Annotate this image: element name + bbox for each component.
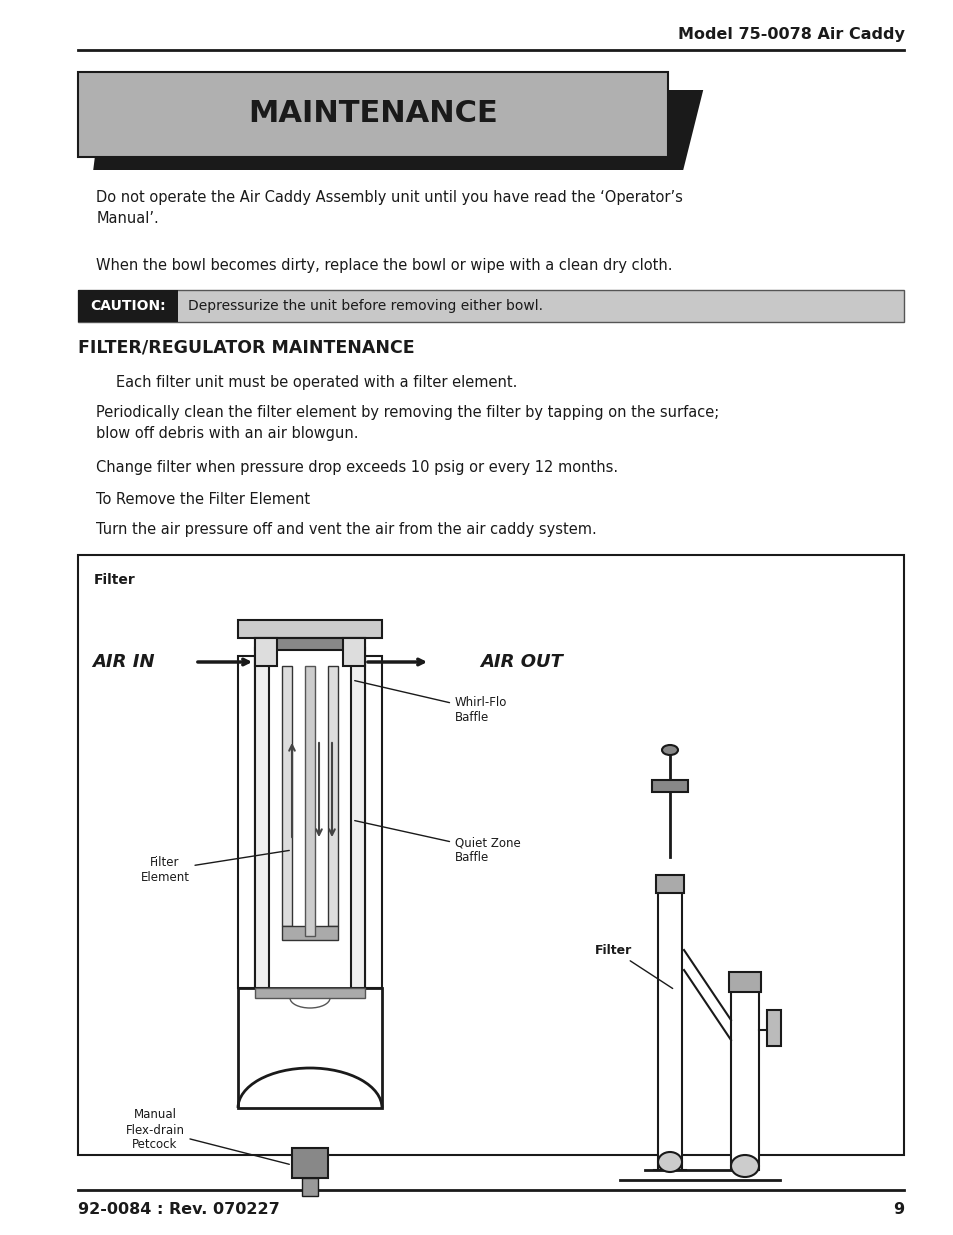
Text: CAUTION:: CAUTION:	[91, 299, 166, 312]
Bar	[78, 72, 667, 157]
Text: Do not operate the Air Caddy Assembly unit until you have read the ‘Operator’s
M: Do not operate the Air Caddy Assembly un…	[96, 190, 682, 226]
Bar	[658, 890, 681, 1170]
Bar	[282, 666, 292, 926]
Bar	[237, 656, 254, 988]
Bar	[766, 1010, 781, 1046]
Bar	[651, 781, 687, 792]
Bar	[254, 988, 365, 998]
Text: To Remove the Filter Element: To Remove the Filter Element	[96, 492, 310, 508]
Polygon shape	[93, 90, 702, 170]
Bar	[328, 666, 337, 926]
Text: Filter
Element: Filter Element	[140, 851, 289, 884]
Text: AIR OUT: AIR OUT	[479, 653, 562, 671]
Bar	[237, 620, 381, 638]
Text: Manual
Flex-drain
Petcock: Manual Flex-drain Petcock	[126, 1109, 289, 1165]
Bar	[282, 926, 337, 940]
Bar	[656, 876, 683, 893]
Text: Turn the air pressure off and vent the air from the air caddy system.: Turn the air pressure off and vent the a…	[96, 522, 597, 537]
Text: 9: 9	[892, 1202, 903, 1216]
Bar	[728, 972, 760, 992]
Text: AIR IN: AIR IN	[92, 653, 154, 671]
Bar	[730, 990, 759, 1170]
Bar	[78, 290, 178, 322]
Text: Filter: Filter	[595, 944, 672, 988]
Bar	[254, 638, 365, 650]
Text: Model 75-0078 Air Caddy: Model 75-0078 Air Caddy	[677, 27, 903, 42]
Text: Periodically clean the filter element by removing the filter by tapping on the s: Periodically clean the filter element by…	[96, 405, 719, 441]
Bar	[343, 638, 365, 666]
Text: FILTER/REGULATOR MAINTENANCE: FILTER/REGULATOR MAINTENANCE	[78, 338, 415, 356]
Bar	[302, 1178, 317, 1195]
Ellipse shape	[658, 1152, 681, 1172]
Ellipse shape	[661, 745, 678, 755]
Bar	[292, 1149, 328, 1178]
Bar	[237, 988, 381, 1108]
Bar	[351, 648, 365, 988]
Text: 92-0084 : Rev. 070227: 92-0084 : Rev. 070227	[78, 1202, 279, 1216]
Text: When the bowl becomes dirty, replace the bowl or wipe with a clean dry cloth.: When the bowl becomes dirty, replace the…	[96, 258, 672, 273]
Bar	[78, 290, 903, 322]
Bar	[254, 648, 269, 988]
Text: Depressurize the unit before removing either bowl.: Depressurize the unit before removing ei…	[188, 299, 542, 312]
Text: Each filter unit must be operated with a filter element.: Each filter unit must be operated with a…	[116, 375, 517, 390]
Text: Quiet Zone
Baffle: Quiet Zone Baffle	[355, 820, 520, 864]
Bar	[305, 666, 314, 936]
Ellipse shape	[730, 1155, 759, 1177]
Bar	[78, 555, 903, 1155]
Text: MAINTENANCE: MAINTENANCE	[248, 100, 497, 128]
Text: Whirl-Flo
Baffle: Whirl-Flo Baffle	[355, 680, 507, 724]
Bar	[365, 656, 381, 988]
Text: Change filter when pressure drop exceeds 10 psig or every 12 months.: Change filter when pressure drop exceeds…	[96, 459, 618, 475]
Bar	[254, 638, 276, 666]
Text: Filter: Filter	[94, 573, 136, 587]
